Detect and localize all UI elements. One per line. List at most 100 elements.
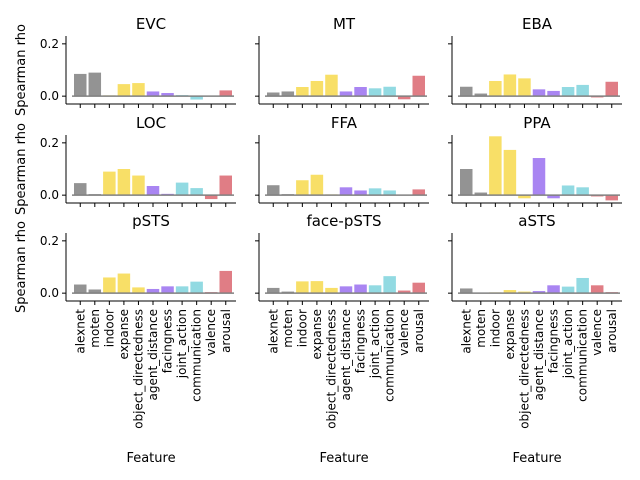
bar-expanse	[503, 290, 517, 294]
bar-agent_distance	[532, 158, 546, 196]
x-tick-label: alexnet	[266, 309, 280, 354]
bar-object_directedness	[518, 195, 531, 199]
bar-arousal	[219, 270, 232, 294]
panel-loc: LOC 0.0 0.2	[40, 114, 236, 207]
bar-alexnet	[460, 86, 473, 97]
y-tick-label: 0.0	[40, 188, 59, 202]
bar-valence	[397, 96, 411, 100]
x-tick-label: indoor	[102, 309, 116, 347]
bar-agent_distance	[339, 187, 353, 196]
x-tick-label: valence	[397, 309, 411, 356]
y-axis-label: Spearman rho	[14, 123, 29, 215]
bar-indoor	[296, 281, 309, 294]
bar-alexnet	[267, 92, 280, 97]
panel-asts: aSTS alexnet moten indoor expanse object_dire…	[448, 212, 622, 429]
bar-facingness	[547, 285, 560, 294]
bar-expanse	[117, 169, 131, 196]
bar-indoor	[103, 171, 116, 196]
bar-facingness	[547, 90, 560, 97]
panel-title: MT	[333, 15, 356, 33]
bar-joint_action	[175, 182, 189, 196]
bar-valence	[204, 195, 218, 200]
bar-indoor	[489, 80, 502, 97]
bar-facingness	[161, 286, 174, 294]
panel-ffa: FFA	[255, 114, 429, 207]
bar-indoor	[489, 136, 502, 196]
bar-object_directedness	[132, 175, 145, 196]
bar-expanse	[310, 281, 324, 294]
x-tick-label: agent_distance	[532, 309, 546, 401]
bar-joint_action	[368, 88, 382, 97]
bar-expanse	[310, 80, 324, 97]
y-axis-label: Spearman rho	[14, 221, 29, 313]
y-tick-label: 0.2	[40, 37, 59, 51]
bar-arousal	[412, 282, 425, 294]
x-tick-label: arousal	[412, 309, 426, 353]
x-axis-label: Feature	[126, 451, 175, 466]
panels: EVC 0.0 0.2 MT EBA LOC 0.0 0.2 FFA PPA pSTS 0.0 0.2 a…	[40, 15, 622, 429]
bar-object_directedness	[518, 78, 531, 97]
bar-agent_distance	[146, 186, 160, 196]
x-tick-label: communication	[190, 309, 204, 402]
x-tick-label: agent_distance	[146, 309, 160, 401]
bar-alexnet	[267, 287, 280, 294]
x-tick-label: moten	[88, 309, 102, 348]
y-tick-label: 0.2	[40, 136, 59, 150]
bar-communication	[190, 188, 203, 196]
panel-eba: EBA	[448, 15, 622, 108]
x-tick-label: facingness	[161, 309, 175, 373]
bar-facingness	[547, 195, 560, 199]
bar-joint_action	[368, 285, 382, 294]
bar-alexnet	[460, 169, 473, 196]
x-tick-label: object_directedness	[324, 309, 338, 429]
bar-indoor	[296, 180, 309, 196]
bar-communication	[576, 84, 589, 97]
panel-title: EVC	[136, 15, 166, 33]
bar-communication	[576, 187, 589, 196]
bar-joint_action	[561, 185, 575, 196]
bar-arousal	[605, 195, 618, 201]
x-tick-label: alexnet	[459, 309, 473, 354]
x-tick-label: communication	[576, 309, 590, 402]
x-tick-label: valence	[204, 309, 218, 356]
bar-expanse	[503, 74, 517, 97]
bar-expanse	[117, 273, 131, 294]
bar-expanse	[310, 174, 324, 196]
bar-joint_action	[561, 286, 575, 294]
bar-moten	[88, 72, 102, 97]
y-tick-label: 0.2	[40, 234, 59, 248]
bar-arousal	[219, 90, 232, 97]
bar-moten	[281, 291, 295, 294]
x-tick-label: arousal	[219, 309, 233, 353]
bar-joint_action	[561, 87, 575, 97]
panel-title: PPA	[523, 114, 551, 132]
panel-psts: pSTS 0.0 0.2 alexnet moten indoor expanse objec…	[40, 212, 236, 429]
x-tick-label: agent_distance	[339, 309, 353, 401]
bar-alexnet	[74, 183, 87, 196]
bar-object_directedness	[132, 287, 145, 294]
bar-expanse	[117, 84, 131, 97]
bar-agent_distance	[532, 89, 546, 97]
bar-agent_distance	[146, 288, 160, 294]
bar-communication	[383, 190, 396, 196]
bar-moten	[474, 192, 488, 196]
panel-title: pSTS	[132, 212, 170, 230]
x-tick-label: moten	[281, 309, 295, 348]
bar-valence	[397, 290, 411, 294]
panel-title: aSTS	[518, 212, 555, 230]
bar-communication	[383, 276, 396, 294]
bar-moten	[281, 91, 295, 97]
bar-alexnet	[74, 73, 87, 97]
x-tick-label: joint_action	[368, 309, 382, 379]
bar-facingness	[354, 284, 367, 294]
x-tick-label: facingness	[547, 309, 561, 373]
panel-evc: EVC 0.0 0.2	[40, 15, 236, 108]
bar-arousal	[605, 81, 618, 97]
bar-agent_distance	[339, 91, 353, 97]
x-axis-label: Feature	[319, 451, 368, 466]
bar-alexnet	[460, 288, 473, 294]
x-tick-label: communication	[383, 309, 397, 402]
bar-alexnet	[267, 185, 280, 196]
y-axis-labels: Spearman rho Spearman rho Spearman rho	[14, 24, 29, 313]
